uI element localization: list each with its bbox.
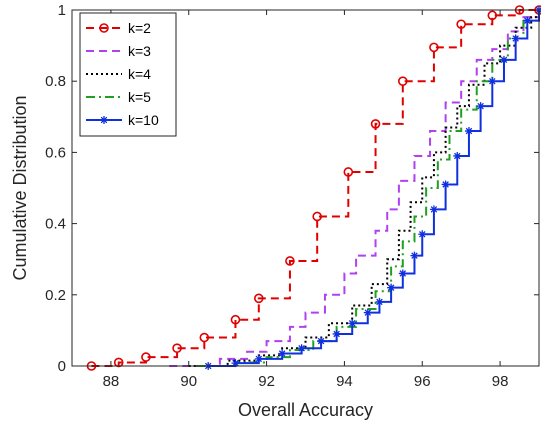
data-point bbox=[511, 34, 520, 43]
data-point bbox=[297, 344, 306, 353]
legend-item: k=2 bbox=[86, 20, 151, 36]
data-point bbox=[453, 151, 462, 160]
data-point bbox=[418, 230, 427, 239]
legend-item: k=4 bbox=[86, 66, 151, 82]
data-point bbox=[375, 297, 384, 306]
y-tick-label: 0.8 bbox=[45, 73, 66, 90]
legend-marker bbox=[99, 23, 109, 33]
x-tick-label: 94 bbox=[336, 373, 353, 390]
legend-item: k=10 bbox=[86, 112, 159, 128]
y-axis-label: Cumulative Distribution bbox=[10, 95, 30, 280]
legend-label: k=4 bbox=[128, 66, 151, 82]
data-point bbox=[476, 102, 485, 111]
legend-label: k=3 bbox=[128, 43, 151, 59]
legend-marker bbox=[100, 116, 108, 124]
x-tick-label: 92 bbox=[258, 373, 275, 390]
data-point bbox=[312, 211, 322, 222]
data-point bbox=[499, 55, 508, 64]
y-tick-label: 0.6 bbox=[45, 144, 66, 161]
x-tick-label: 90 bbox=[180, 373, 197, 390]
data-point bbox=[343, 167, 354, 177]
y-tick-label: 0.4 bbox=[45, 216, 66, 233]
data-point bbox=[387, 283, 396, 292]
data-point bbox=[317, 337, 326, 346]
series-k=10 bbox=[204, 6, 541, 370]
x-axis-label: Overall Accuracy bbox=[238, 400, 373, 420]
legend-label: k=2 bbox=[128, 20, 151, 36]
data-point bbox=[199, 332, 210, 343]
series-line bbox=[196, 10, 540, 367]
y-tick-label: 1 bbox=[58, 2, 66, 19]
x-tick-label: 98 bbox=[492, 373, 509, 390]
data-point bbox=[456, 19, 466, 30]
data-point bbox=[429, 42, 439, 53]
data-point bbox=[348, 319, 357, 328]
series-layer bbox=[86, 5, 541, 371]
series-k=5 bbox=[196, 10, 540, 367]
legend-item: k=3 bbox=[86, 43, 151, 59]
legend: k=2 k=3 k=4 k=5 k=10 bbox=[79, 12, 177, 137]
legend-label: k=10 bbox=[128, 112, 159, 128]
data-point bbox=[487, 10, 498, 21]
y-tick-label: 0 bbox=[58, 358, 66, 375]
data-point bbox=[488, 77, 497, 86]
data-point bbox=[332, 329, 341, 338]
data-point bbox=[464, 127, 473, 136]
series-k=3 bbox=[169, 10, 540, 367]
data-point bbox=[172, 343, 182, 354]
data-point bbox=[141, 352, 151, 362]
x-tick-label: 88 bbox=[103, 373, 120, 390]
data-point bbox=[523, 16, 532, 25]
series-line bbox=[169, 10, 540, 367]
series-line bbox=[208, 10, 540, 367]
data-point bbox=[441, 180, 450, 189]
x-tick-label: 96 bbox=[414, 373, 431, 390]
data-point bbox=[363, 308, 372, 317]
plot-frame bbox=[71, 9, 540, 367]
data-point bbox=[429, 205, 438, 214]
data-point bbox=[254, 354, 263, 363]
y-tick-label: 0.2 bbox=[45, 287, 66, 304]
data-point bbox=[285, 256, 295, 266]
data-point bbox=[370, 119, 381, 129]
data-point bbox=[410, 251, 419, 260]
data-point bbox=[278, 349, 287, 358]
ticks-layer: 88 90 92 94 96 98 0 0.2 0.4 0.6 0.8 1 bbox=[45, 2, 539, 390]
data-point bbox=[231, 359, 240, 368]
data-point bbox=[397, 76, 408, 86]
legend-item: k=5 bbox=[86, 89, 151, 105]
data-point bbox=[253, 293, 264, 304]
data-point bbox=[398, 269, 407, 278]
data-point bbox=[230, 314, 241, 325]
legend-label: k=5 bbox=[128, 89, 151, 105]
